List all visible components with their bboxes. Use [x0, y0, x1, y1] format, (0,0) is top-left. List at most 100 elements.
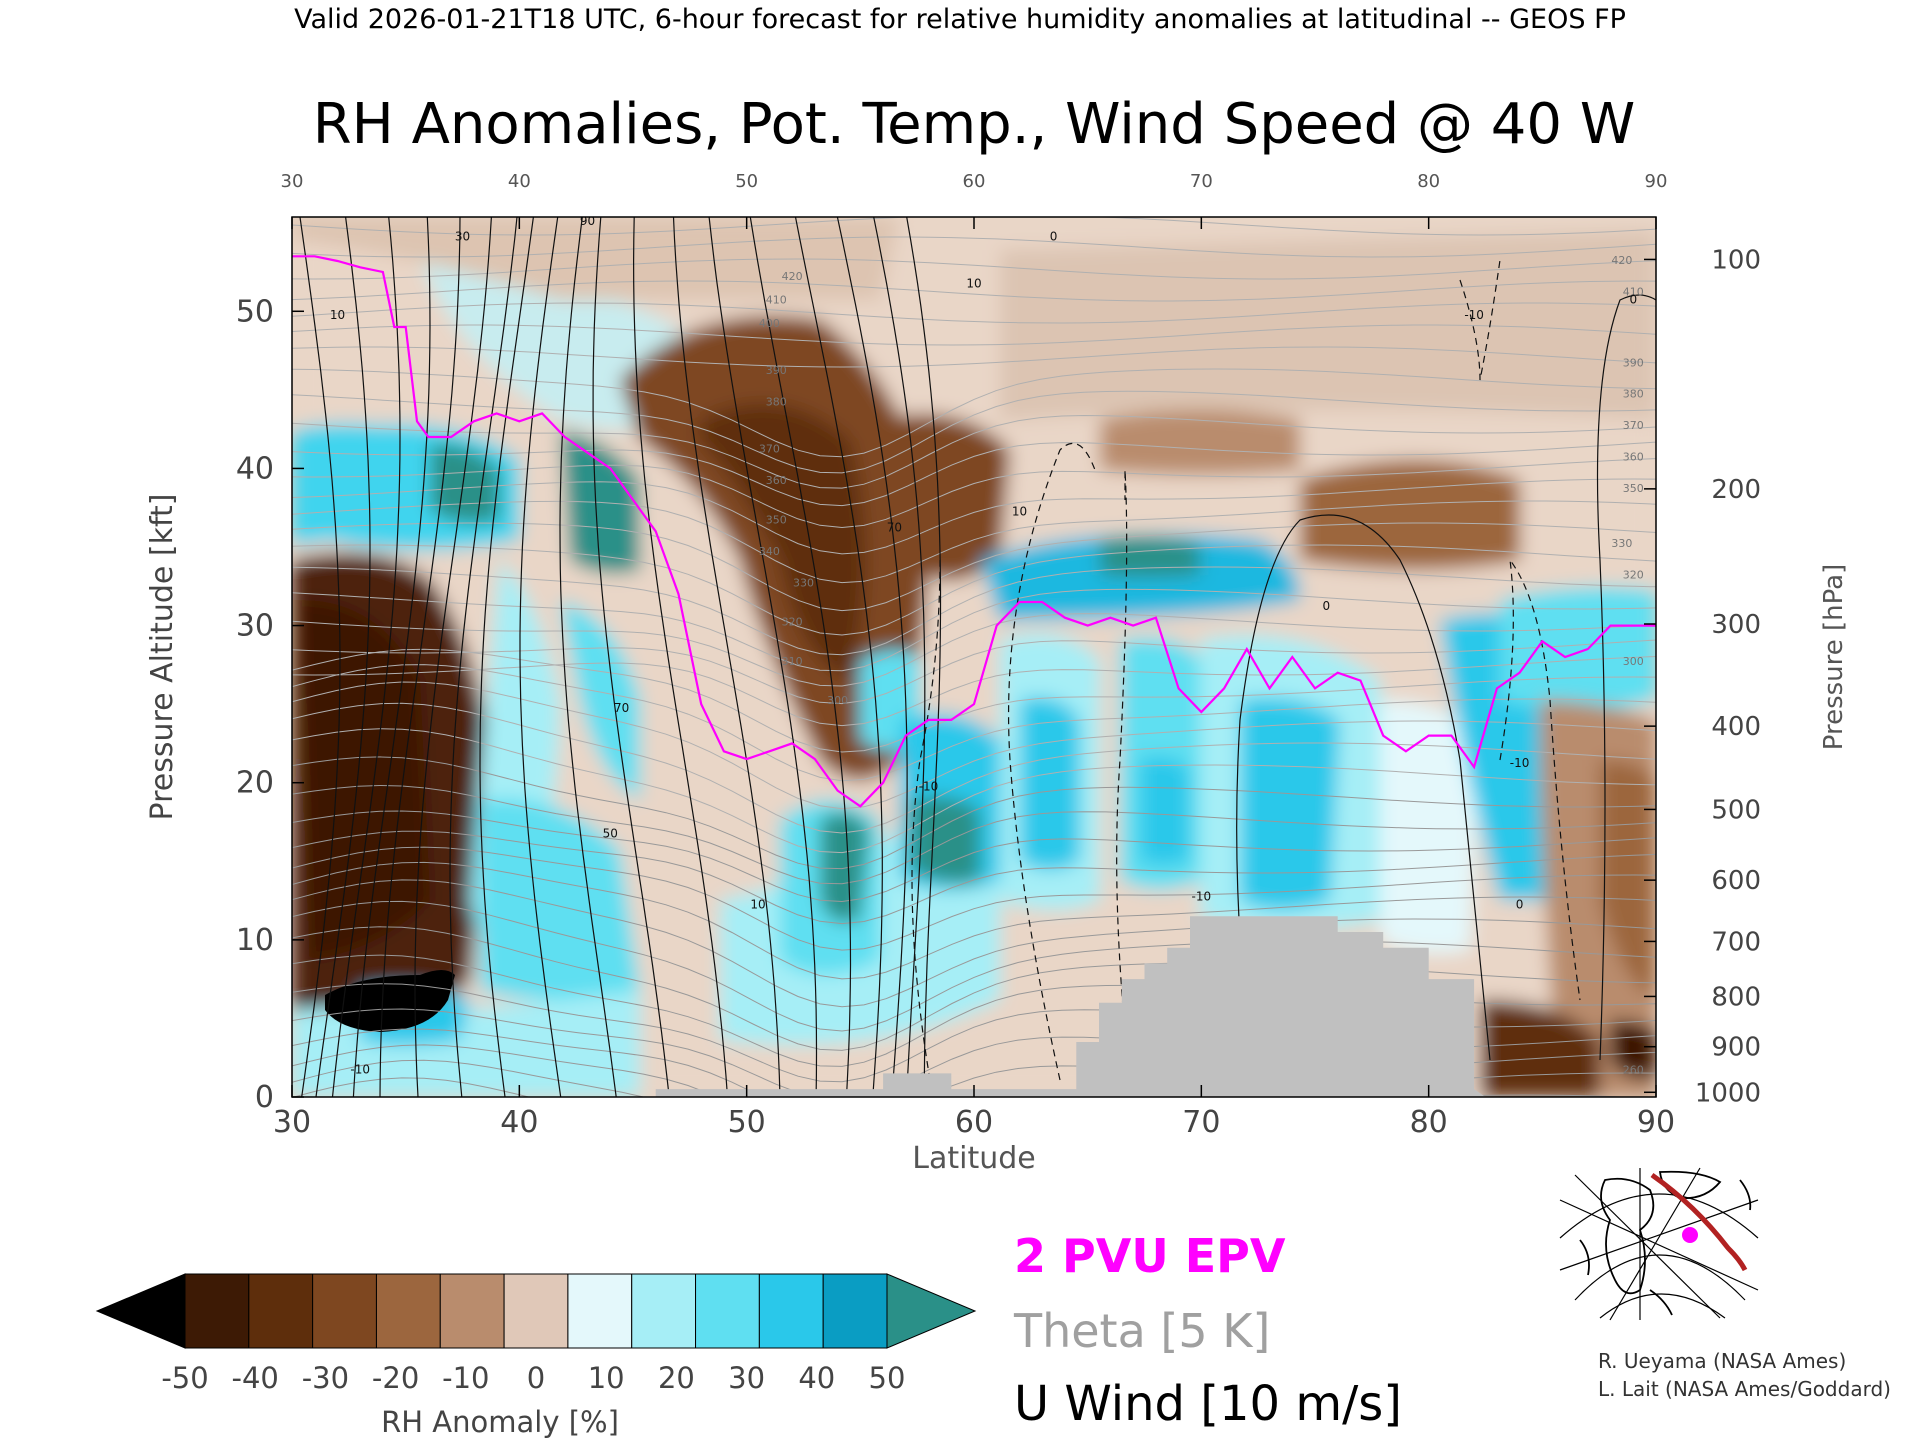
wind-contour	[632, 217, 729, 1097]
theta-contour	[292, 900, 1656, 1032]
colorbar-swatch	[439, 1273, 505, 1349]
pressure-tick-label: 1000	[1695, 1078, 1761, 1108]
wind-contour-negative	[1499, 557, 1581, 1001]
colorbar-tick-label: -20	[372, 1361, 419, 1395]
valid-time-header: Valid 2026-01-21T18 UTC, 6-hour forecast…	[294, 4, 1626, 35]
pressure-tick-label: 400	[1711, 712, 1761, 742]
x-axis-label: Latitude	[912, 1141, 1035, 1176]
epv-2pvu-line	[292, 255, 1656, 808]
theta-label: 320	[1623, 568, 1644, 581]
theta-contour	[292, 544, 1656, 636]
theta-label: 320	[782, 616, 803, 629]
colorbar-tick-label: -10	[442, 1361, 489, 1395]
y-tick-label: 40	[236, 451, 274, 486]
wind-contour	[1596, 294, 1656, 1061]
colorbar-swatch	[822, 1273, 888, 1349]
x-tick-label-top: 70	[1190, 171, 1213, 192]
theta-label: 410	[766, 293, 787, 306]
theta-contour	[292, 522, 1656, 612]
legend-entry: 2 PVU EPV	[1014, 1229, 1286, 1283]
cross-section-track	[1650, 1172, 1748, 1272]
theta-label: 390	[766, 364, 787, 377]
wind-contour-negative	[911, 559, 941, 1081]
theta-label: 330	[793, 576, 814, 589]
theta-contour	[292, 588, 1656, 672]
x-axis-bottom: 30 40 50 60 70 80 90	[273, 1085, 1675, 1140]
y-axis-label-right: Pressure [hPa]	[1819, 564, 1849, 751]
theta-label: 350	[1623, 482, 1644, 495]
theta-contour	[292, 500, 1656, 584]
theta-contour	[292, 846, 1656, 951]
x-tick-label: 70	[1182, 1105, 1220, 1140]
colorbar-swatch	[184, 1273, 250, 1349]
theta-contour	[292, 236, 1656, 258]
y-axis-right: 100 200 300 400 500 600 700 800 900 1000	[1644, 245, 1761, 1108]
colorbar-tick-label: -50	[161, 1361, 208, 1395]
theta-contour	[292, 879, 1656, 1008]
theta-label: 300	[1623, 655, 1644, 668]
colorbar-tick-label: 10	[588, 1361, 625, 1395]
theta-label: 260	[1623, 1063, 1644, 1076]
y-axis-left: 0 10 20 30 40 50	[236, 294, 304, 1115]
theta-label: 370	[759, 443, 780, 456]
theta-contour	[292, 702, 1656, 834]
x-tick-label-top: 50	[735, 171, 758, 192]
x-tick-label: 30	[273, 1105, 311, 1140]
theta-contour	[292, 756, 1656, 870]
wind-label: 90	[580, 214, 595, 228]
colorbar-tick-label: 50	[869, 1361, 906, 1395]
wind-label: -10	[1192, 890, 1212, 904]
wind-label: 10	[1012, 505, 1027, 519]
theta-contour-labels: 420 410 400 390 380 370 360 350 340 330 320 310 300 4…	[759, 254, 1644, 1076]
colorbar-label: RH Anomaly [%]	[381, 1405, 619, 1439]
chart-title: RH Anomalies, Pot. Temp., Wind Speed @ 4…	[313, 92, 1635, 157]
locator-map	[1559, 1167, 1759, 1321]
theta-contour	[292, 639, 1656, 705]
colorbar-tick-label: -30	[302, 1361, 349, 1395]
wind-label: -10	[350, 1062, 370, 1076]
colorbar-tick-label: 20	[658, 1361, 695, 1395]
theta-label: 310	[782, 655, 803, 668]
wind-label: 10	[750, 897, 765, 911]
wind-label: -10	[919, 780, 939, 794]
x-tick-label: 60	[955, 1105, 993, 1140]
pressure-tick-label: 900	[1711, 1033, 1761, 1063]
wind-contour	[592, 217, 670, 1097]
y-tick-label: 50	[236, 294, 274, 329]
theta-contour	[292, 810, 1656, 903]
colorbar-swatch	[758, 1273, 824, 1349]
theta-contour	[292, 681, 1656, 810]
pressure-tick-label: 300	[1711, 610, 1761, 640]
theta-label: 390	[1623, 356, 1644, 369]
wind-label: 70	[614, 701, 629, 715]
x-tick-label: 80	[1410, 1105, 1448, 1140]
wind-contour	[836, 217, 908, 1097]
wind-contour-negative	[1116, 469, 1131, 1081]
wind-label: 0	[1050, 230, 1058, 244]
wind-label: 30	[455, 230, 470, 244]
wind-contour	[708, 217, 818, 1097]
theta-label: 380	[766, 396, 787, 409]
theta-label: 360	[766, 474, 787, 487]
wind-contour	[873, 217, 926, 1097]
wind-contour	[794, 217, 883, 1097]
y-tick-label: 10	[236, 923, 274, 958]
theta-label: 420	[782, 270, 803, 283]
theta-label: 380	[1623, 388, 1644, 401]
wind-contour-labels: 10 30 90 70 10 10 0 0 -10 0 -10 -10 10 70 50 -10 -10 0	[330, 214, 1637, 1076]
colorbar-tick-label: -40	[232, 1361, 279, 1395]
theta-contour	[292, 414, 1656, 489]
x-axis-top: 30 40 50 60 70 80 90	[281, 171, 1667, 229]
theta-contour	[292, 217, 1656, 236]
wind-label: 10	[966, 277, 981, 291]
colorbar-swatch	[567, 1273, 633, 1349]
x-tick-label-top: 30	[281, 171, 304, 192]
wind-contour	[315, 217, 371, 1097]
theta-contour	[292, 728, 1656, 854]
theta-label: 340	[759, 545, 780, 558]
colorbar: -50 -40 -30 -20 -10 0 10 20 30 40 50	[95, 1273, 977, 1395]
x-tick-label: 40	[500, 1105, 538, 1140]
colorbar-swatch	[695, 1273, 760, 1349]
terrain-mask	[655, 916, 1486, 1097]
